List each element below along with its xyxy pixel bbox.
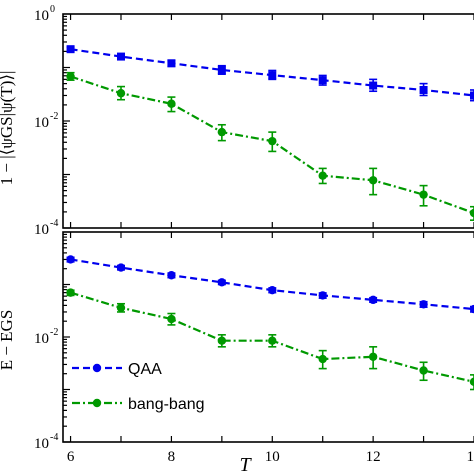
bottom-qaa-line: [70, 258, 474, 311]
x-tick-label: 8: [168, 449, 176, 465]
bottom-qaa-marker: [116, 263, 126, 272]
bottom-bang-bang-marker: [368, 352, 378, 361]
top-y-tick-label: 10: [34, 222, 49, 238]
legend: QAA bang-bang: [72, 361, 205, 413]
bottom-panel: 10-210-468101214QAAbang-bang: [34, 231, 474, 465]
bottom-bang-bang-marker: [268, 336, 277, 345]
top-series-group: [66, 45, 474, 221]
bottom-qaa-marker: [368, 295, 378, 305]
top-plot-frame: [62, 13, 474, 229]
x-tick-label: 6: [67, 449, 75, 465]
bottom-y-tick-label: 10: [34, 436, 49, 452]
legend-marker-qaa: [92, 363, 102, 373]
top-qaa-marker: [419, 85, 428, 94]
top-qaa-marker: [66, 45, 75, 54]
bottom-bang-bang-marker: [318, 354, 327, 364]
x-tick-label: 14: [467, 449, 474, 465]
bottom-y-tick-exponent: -2: [50, 327, 58, 338]
bottom-qaa-marker: [469, 304, 474, 314]
bottom-bang-bang-marker: [116, 303, 126, 312]
top-bang-bang-marker: [318, 171, 327, 180]
top-qaa-marker: [470, 91, 474, 100]
top-qaa-marker: [217, 65, 226, 74]
top-y-tick-exponent: -2: [50, 111, 58, 122]
top-bang-bang-marker: [66, 72, 75, 81]
x-axis-label: T: [239, 454, 252, 474]
bottom-qaa-marker: [268, 285, 277, 295]
bottom-series-group: [66, 255, 474, 391]
bottom-y-tick-label: 10: [34, 331, 49, 347]
bottom-qaa-marker: [66, 255, 75, 264]
top-bang-bang-marker: [116, 89, 126, 98]
top-bang-bang-marker: [217, 127, 227, 137]
top-y-tick-exponent: -4: [50, 218, 58, 229]
x-tick-label: 10: [265, 449, 280, 465]
top-qaa-marker: [116, 52, 125, 61]
bottom-bang-bang-marker: [217, 336, 227, 345]
top-qaa-marker: [268, 71, 277, 80]
top-bang-bang-marker: [469, 208, 474, 218]
bottom-plot-frame: [62, 231, 474, 443]
bottom-qaa-marker: [419, 300, 428, 309]
top-y-axis-label: 1 − |⟨ψGS|ψ(T)⟩|: [0, 71, 16, 186]
top-y-tick-exponent: 0: [50, 4, 55, 15]
top-bang-bang-marker: [167, 99, 176, 108]
top-y-tick-label: 10: [34, 8, 49, 24]
legend-label-bang-bang: bang-bang: [128, 396, 205, 413]
x-tick-label: 12: [366, 449, 381, 465]
bottom-bang-bang-marker: [167, 314, 176, 324]
bottom-qaa-marker: [318, 291, 327, 300]
bottom-bang-bang-marker: [66, 288, 75, 297]
top-bang-bang-marker: [368, 176, 378, 185]
bottom-qaa-marker: [167, 271, 176, 280]
bottom-y-tick-exponent: -4: [50, 432, 58, 443]
legend-label-qaa: QAA: [128, 361, 162, 378]
bottom-bang-bang-marker: [469, 377, 474, 387]
bottom-qaa-marker: [217, 278, 227, 287]
top-bang-bang-marker: [419, 190, 428, 199]
top-bang-bang-marker: [268, 136, 277, 146]
top-y-tick-label: 10: [34, 115, 49, 131]
top-qaa-marker: [318, 76, 327, 85]
bottom-bang-bang-marker: [419, 366, 428, 375]
top-qaa-marker: [369, 81, 378, 90]
bottom-y-axis-label: E − EGS: [0, 310, 16, 371]
top-qaa-marker: [167, 59, 176, 68]
legend-marker-bang-bang: [92, 398, 102, 408]
